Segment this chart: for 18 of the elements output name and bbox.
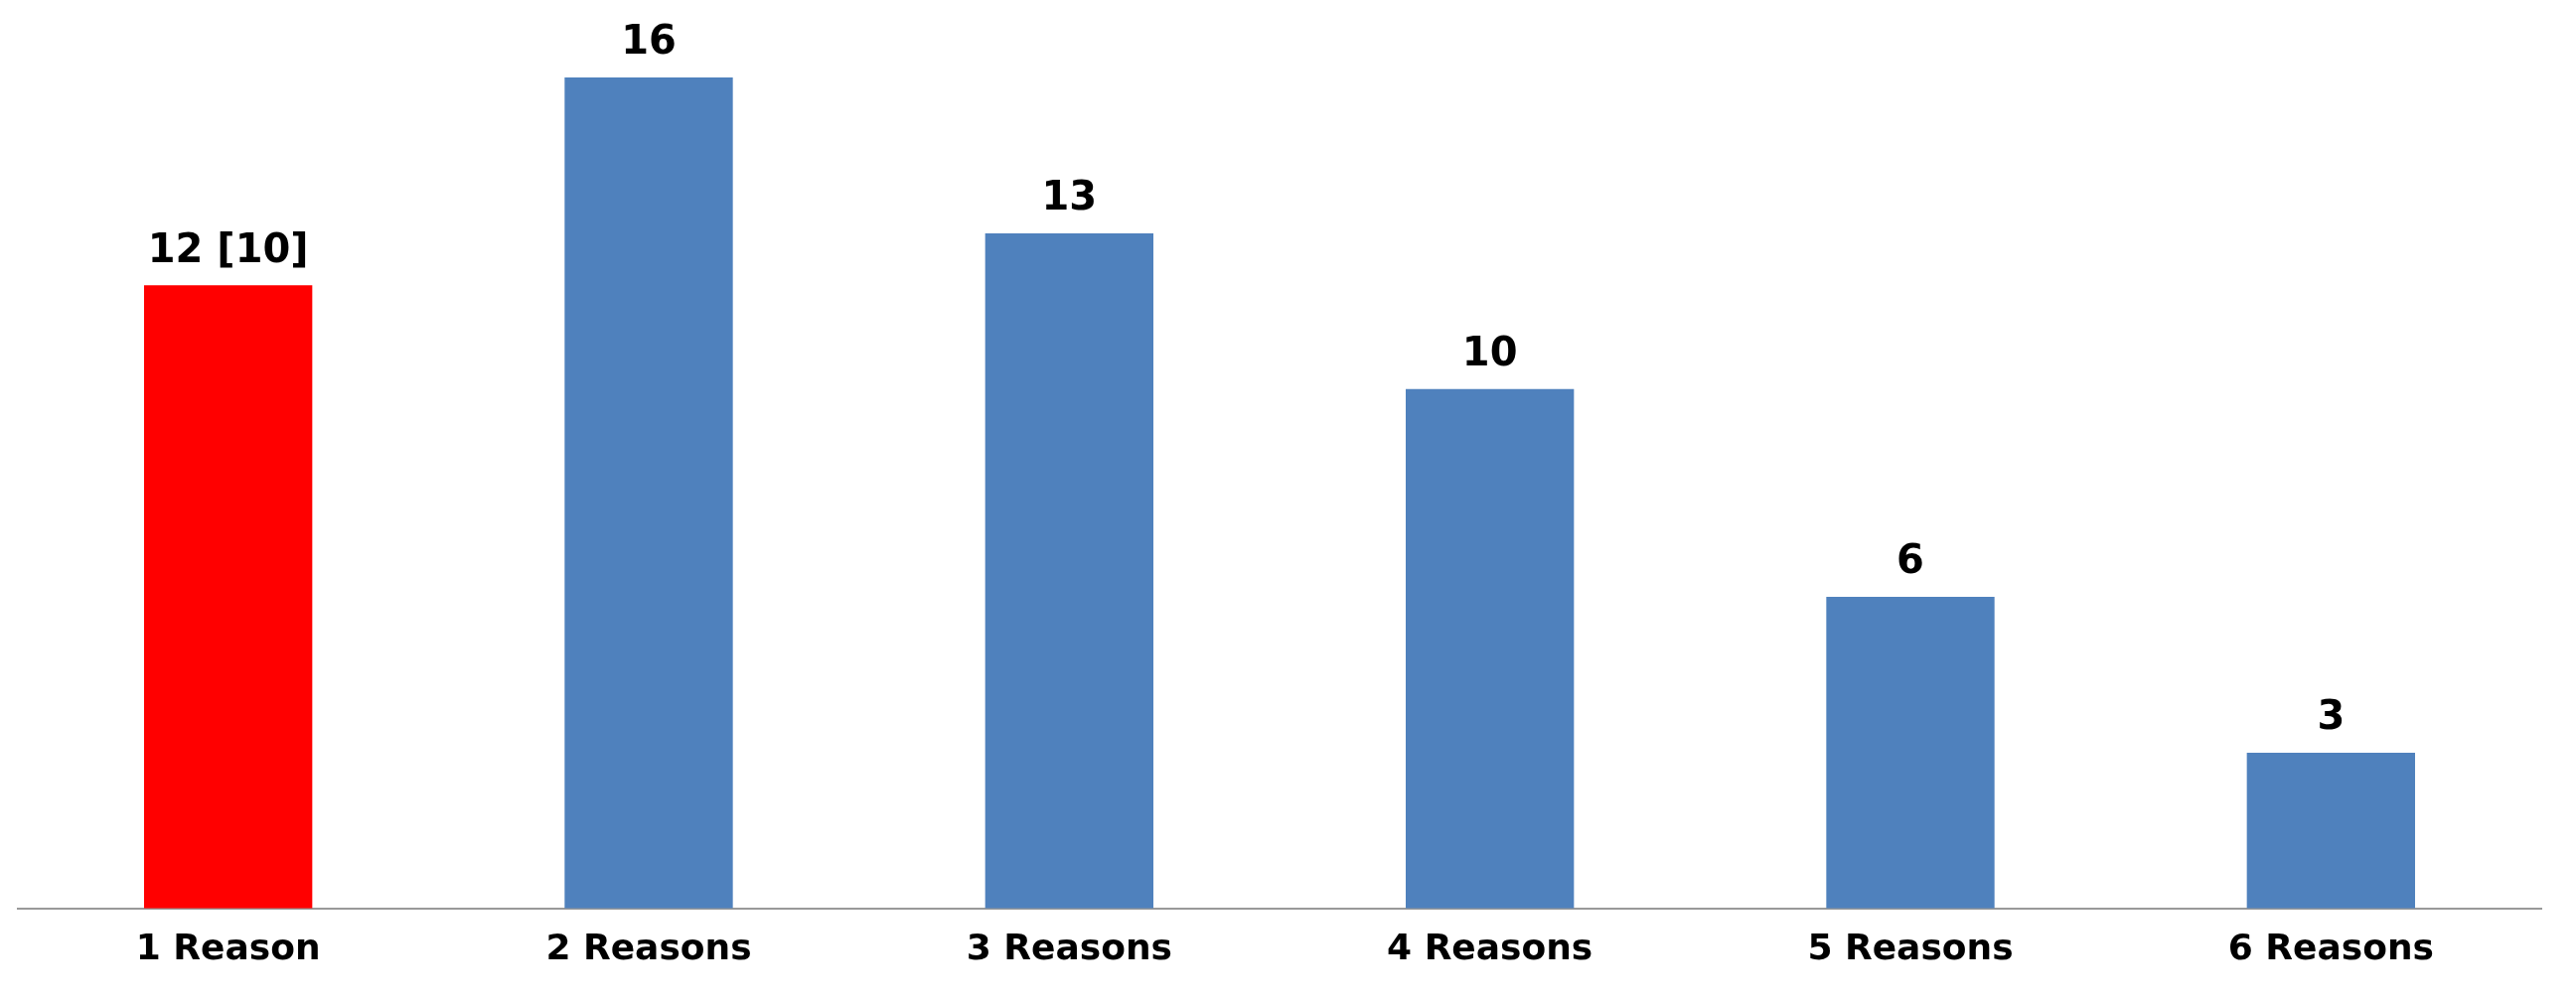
data-label: 16 (621, 17, 677, 64)
bar (144, 285, 313, 909)
bar (1826, 597, 1995, 909)
x-tick-label: 4 Reasons (1387, 926, 1593, 967)
x-tick-label: 2 Reasons (545, 926, 752, 967)
data-label: 10 (1461, 329, 1518, 375)
x-tick-label: 6 Reasons (2227, 926, 2434, 967)
data-label: 13 (1041, 173, 1098, 219)
data-label: 12 [10] (147, 224, 309, 271)
x-tick-label: 3 Reasons (966, 926, 1172, 967)
bar (1406, 388, 1575, 909)
bar (985, 232, 1153, 909)
data-label: 6 (1896, 536, 1924, 583)
bar (2246, 752, 2415, 909)
bar (564, 77, 733, 909)
x-tick-label: 5 Reasons (1807, 926, 2014, 967)
data-label: 3 (2317, 692, 2346, 739)
x-tick-label: 1 Reason (135, 926, 321, 967)
